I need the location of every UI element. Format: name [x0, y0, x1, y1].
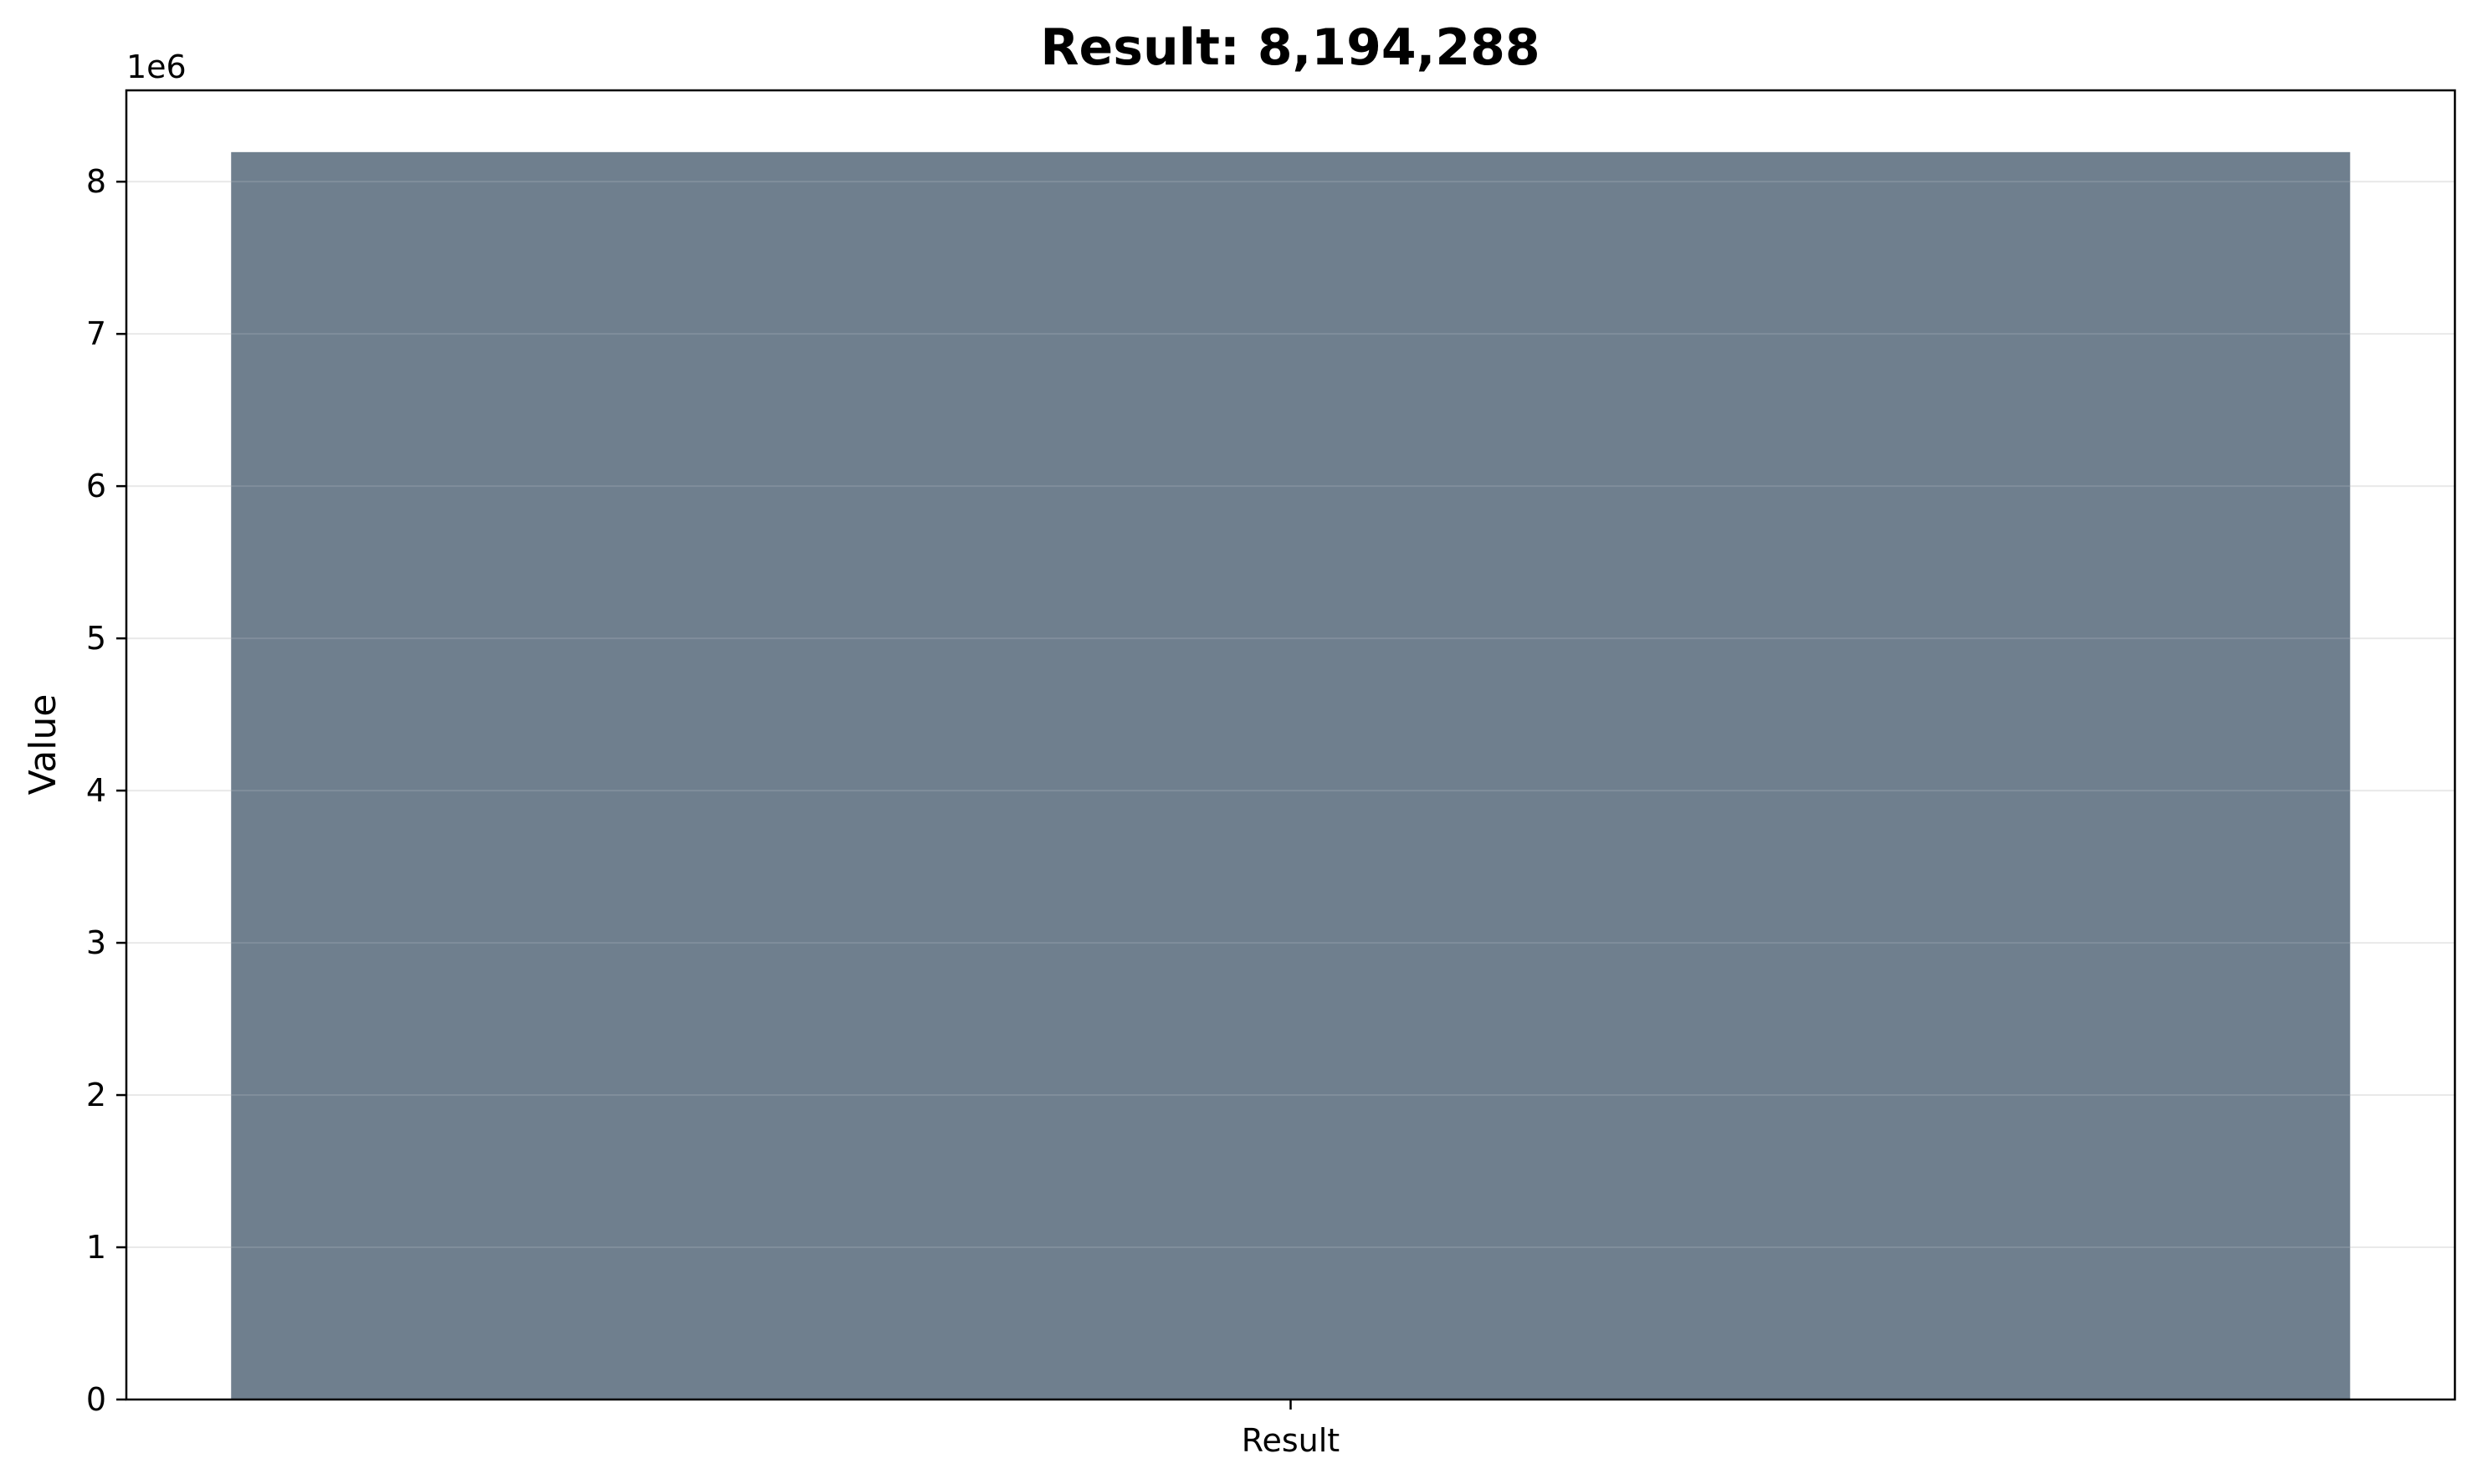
- y-tick-label: 2: [86, 1077, 106, 1113]
- y-tick-label: 3: [86, 924, 106, 961]
- y-tick-label: 7: [86, 315, 106, 352]
- y-tick-label: 0: [86, 1381, 106, 1418]
- bar: [231, 151, 2350, 1400]
- y-tick-label: 4: [86, 772, 106, 809]
- y-axis-label: Value: [22, 694, 64, 796]
- y-tick-label: 1: [86, 1229, 106, 1266]
- y-axis-offset-label: 1e6: [126, 49, 187, 85]
- y-axis-ticks: 0 1 2 3 4 5 6 7 8: [86, 163, 126, 1418]
- y-tick-label: 6: [86, 468, 106, 504]
- y-tick-label: 5: [86, 620, 106, 657]
- bars: [231, 151, 2350, 1400]
- y-tick-label: 8: [86, 163, 106, 200]
- chart-title: Result: 8,194,288: [1040, 18, 1540, 77]
- x-axis-ticks: Result: [1242, 1400, 1340, 1459]
- x-tick-label: Result: [1242, 1422, 1340, 1459]
